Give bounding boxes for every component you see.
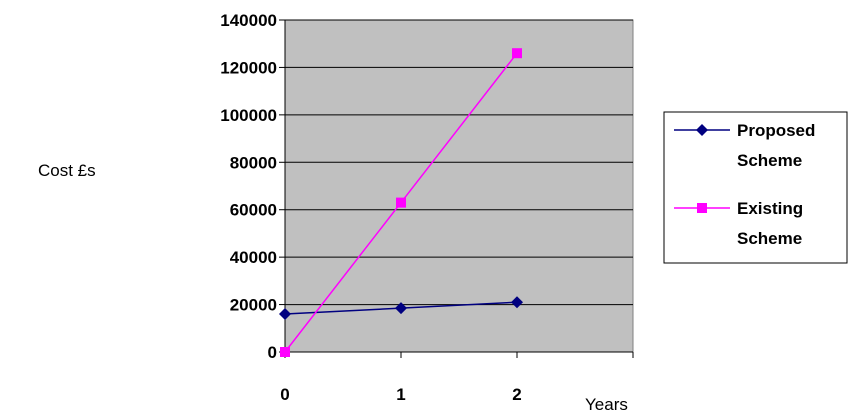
existing-scheme-point <box>280 347 290 357</box>
legend-proposed-scheme-marker <box>696 124 708 136</box>
x-tick-label: 2 <box>512 385 521 404</box>
y-tick-label: 140000 <box>220 11 277 30</box>
legend-box <box>663 111 848 264</box>
legend-existing-scheme-label: Existing <box>737 199 803 218</box>
legend-existing-scheme-marker <box>697 203 707 213</box>
legend-proposed-scheme-label: Proposed <box>737 121 815 140</box>
x-tick-label: 1 <box>396 385 405 404</box>
proposed-scheme-point <box>279 308 291 321</box>
x-ticks: 0 1 2 <box>280 352 634 404</box>
y-tick-label: 0 <box>268 343 277 362</box>
legend-existing-scheme-label: Scheme <box>737 229 802 248</box>
y-tick-label: 20000 <box>230 296 277 315</box>
legend-proposed-scheme-label: Scheme <box>737 151 802 170</box>
y-tick-label: 100000 <box>220 106 277 125</box>
y-tick-label: 80000 <box>230 153 277 172</box>
proposed-scheme-point <box>511 296 523 309</box>
x-axis-title: Years <box>585 395 628 414</box>
axes <box>284 20 633 353</box>
y-axis-title: Cost £s <box>38 161 96 180</box>
y-tick-label: 60000 <box>230 201 277 220</box>
x-tick-label: 0 <box>280 385 289 404</box>
y-ticks: 0 20000 40000 60000 80000 100000 120000 140000 <box>220 11 285 362</box>
proposed-scheme-point <box>395 302 407 315</box>
y-tick-label: 120000 <box>220 58 277 77</box>
existing-scheme-point <box>512 48 522 59</box>
gridlines <box>285 19 633 306</box>
existing-scheme-point <box>396 197 406 208</box>
series-group <box>279 48 523 357</box>
y-tick-label: 40000 <box>230 248 277 267</box>
plot-area <box>284 19 634 353</box>
legend: Proposed Scheme Existing Scheme <box>663 111 848 264</box>
